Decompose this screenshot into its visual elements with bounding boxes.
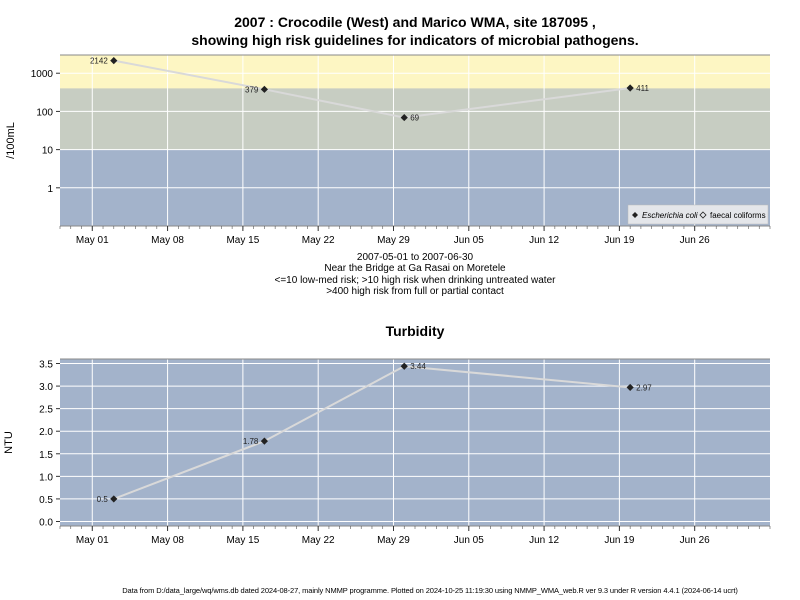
ecoli-chart-panel: May 01 May 08 May 15 May 22 May 29 Jun 05 Jun … [5,54,771,246]
footer-note: Data from D:/data_large/wq/wms.db dated … [122,586,738,595]
y-axis-label: /100mL [5,122,17,159]
x-tick-label: May 22 [302,535,335,546]
x-tick-label: Jun 19 [604,235,634,246]
x-tick-label: Jun 19 [604,535,634,546]
y-tick-label: 1.5 [39,450,53,461]
y-tick-label: 10 [42,146,54,157]
y-tick-label: 1000 [31,69,54,80]
y-tick-label: 0.0 [39,517,53,528]
x-tick-label: May 22 [302,235,335,246]
legend-ecoli-label: Escherichia coli [642,211,698,220]
x-tick-label: May 15 [226,535,259,546]
plot-background [60,359,770,526]
x-tick-label: May 08 [151,535,184,546]
y-tick-label: 100 [36,107,53,118]
x-tick-label: Jun 12 [529,535,559,546]
data-value-label: 411 [636,84,649,93]
y-tick-label: 2.5 [39,405,53,416]
y-tick-label: 1.0 [39,472,53,483]
y-tick-label: 1 [47,184,53,195]
legend: Escherichia coli faecal coliforms [627,204,769,225]
data-value-label: 1.78 [243,437,259,446]
x-tick-label: May 08 [151,235,184,246]
x-tick-label: May 29 [377,235,410,246]
data-point [626,383,634,392]
x-tick-label: May 01 [76,235,109,246]
legend-box [627,204,769,225]
chart-title-line2: showing high risk guidelines for indicat… [191,32,639,48]
data-value-label: 0.5 [97,495,109,504]
data-value-label: 69 [410,114,419,123]
caption-contact-risk: >400 high risk from full or partial cont… [326,286,504,297]
x-tick-label: Jun 12 [529,235,559,246]
x-tick-label: Jun 05 [454,535,484,546]
risk-band-2 [60,55,770,89]
turbidity-title: Turbidity [385,323,445,339]
x-tick-label: May 29 [377,535,410,546]
data-point [400,362,408,370]
data-point [626,84,634,92]
data-value-label: 379 [245,85,259,94]
y-tick-label: 2.0 [39,427,53,438]
turbidity-chart-panel: May 01 May 08 May 15 May 22 May 29 Jun 05 Jun … [3,358,771,546]
chart-title-line1: 2007 : Crocodile (West) and Marico WMA, … [234,14,596,30]
x-tick-label: May 01 [76,535,109,546]
caption-site-name: Near the Bridge at Ga Rasai on Moretele [324,263,506,274]
y-tick-label: 3.5 [39,360,53,371]
data-point [110,495,118,503]
legend-ecoli-marker [632,212,638,218]
x-tick-label: Jun 05 [454,235,484,246]
data-point [110,56,118,65]
data-value-label: 2142 [90,57,108,66]
data-point [400,113,408,122]
series-line [113,365,631,500]
legend-faecal-marker [699,211,707,219]
x-tick-label: May 15 [226,235,259,246]
y-tick-label: 0.5 [39,495,53,506]
data-point [260,437,268,445]
legend-faecal-label: faecal coliforms [710,211,766,220]
x-tick-label: Jun 26 [680,235,710,246]
data-value-label: 3.44 [410,362,426,371]
y-axis-label: NTU [3,431,15,454]
data-value-label: 2.97 [636,383,652,392]
risk-band-1 [60,88,770,150]
series-line [113,59,631,119]
caption-date-range: 2007-05-01 to 2007-06-30 [356,252,474,263]
data-point [260,85,268,93]
x-tick-label: Jun 26 [680,535,710,546]
caption-drinking-risk: <=10 low-med risk; >10 high risk when dr… [274,275,556,286]
y-tick-label: 3.0 [39,382,53,393]
